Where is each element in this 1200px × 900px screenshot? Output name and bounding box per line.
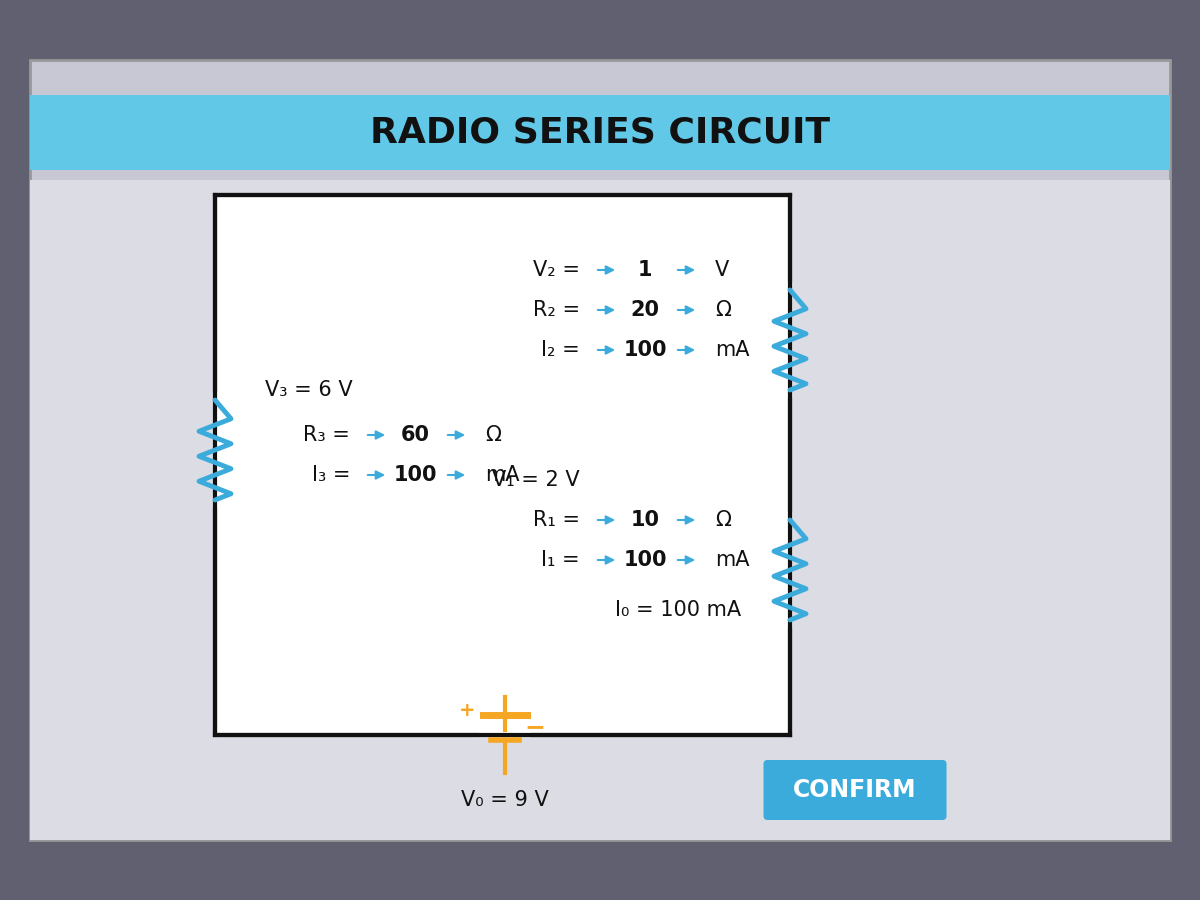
Text: +: + — [458, 701, 475, 721]
Text: R₃ =: R₃ = — [304, 425, 350, 445]
Text: V: V — [715, 260, 730, 280]
Text: V₀ = 9 V: V₀ = 9 V — [461, 790, 548, 810]
Bar — [30, 60, 1170, 840]
Text: R₂ =: R₂ = — [533, 300, 580, 320]
Text: V₁ = 2 V: V₁ = 2 V — [492, 470, 580, 490]
Text: Ω: Ω — [485, 425, 500, 445]
Text: I₂ =: I₂ = — [541, 340, 580, 360]
Text: I₃ =: I₃ = — [312, 465, 350, 485]
Text: mA: mA — [715, 550, 750, 570]
Text: I₀ = 100 mA: I₀ = 100 mA — [616, 600, 742, 620]
Text: RADIO SERIES CIRCUIT: RADIO SERIES CIRCUIT — [370, 115, 830, 149]
Text: Ω: Ω — [715, 300, 731, 320]
Bar — [30, 95, 1170, 170]
Text: 100: 100 — [623, 340, 667, 360]
Text: V₃ = 6 V: V₃ = 6 V — [265, 380, 353, 400]
Text: 60: 60 — [401, 425, 430, 445]
Text: Ω: Ω — [715, 510, 731, 530]
Text: mA: mA — [485, 465, 520, 485]
Text: R₁ =: R₁ = — [533, 510, 580, 530]
Text: I₁ =: I₁ = — [541, 550, 580, 570]
Text: 100: 100 — [394, 465, 437, 485]
Text: CONFIRM: CONFIRM — [793, 778, 917, 802]
Text: V₂ =: V₂ = — [533, 260, 580, 280]
Text: −: − — [524, 715, 546, 739]
Bar — [30, 180, 1170, 840]
Bar — [215, 195, 790, 735]
FancyBboxPatch shape — [763, 760, 947, 820]
Text: 100: 100 — [623, 550, 667, 570]
Text: mA: mA — [715, 340, 750, 360]
Text: 10: 10 — [630, 510, 660, 530]
Text: 20: 20 — [630, 300, 660, 320]
Text: 1: 1 — [637, 260, 653, 280]
